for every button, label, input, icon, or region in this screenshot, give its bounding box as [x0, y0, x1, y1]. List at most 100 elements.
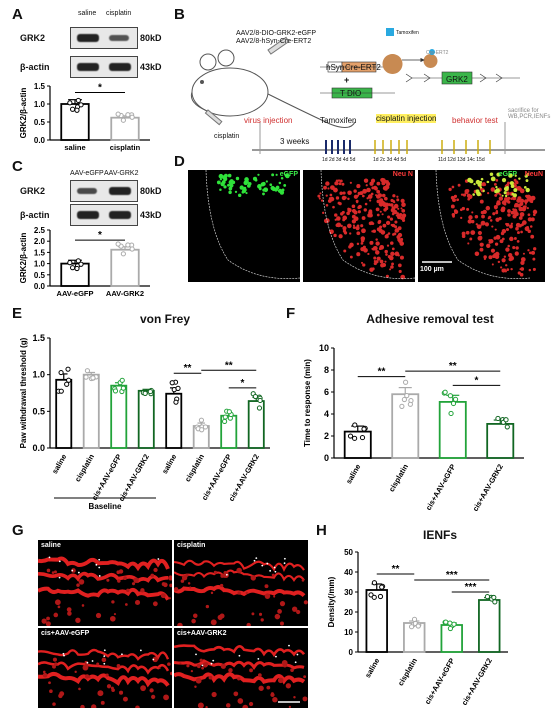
- tissue-spot: [75, 617, 81, 623]
- tamoxifen-label: Tamoxifen: [320, 116, 357, 125]
- cell: [382, 223, 387, 228]
- cell: [342, 191, 346, 195]
- virus-line-1: AAV2/8-DIO-GRK2-eGFP: [236, 30, 317, 37]
- x-tick-label: AAV-GRK2: [106, 289, 144, 298]
- cell: [356, 201, 359, 204]
- cell: [362, 245, 366, 249]
- cell: [451, 185, 455, 189]
- cell: [372, 248, 375, 251]
- significance-label: *: [98, 82, 102, 93]
- image-neun: Neu N: [303, 170, 415, 282]
- schematic-b: [190, 28, 545, 154]
- data-point: [199, 427, 205, 433]
- tissue-spot: [153, 567, 158, 573]
- tissue-spot: [191, 618, 196, 624]
- cell: [501, 194, 504, 197]
- cell: [336, 216, 341, 221]
- cell: [498, 217, 502, 221]
- cell: [471, 211, 474, 214]
- tissue-boundary: [435, 170, 531, 279]
- cell: [519, 188, 525, 194]
- cell: [482, 209, 487, 215]
- y-axis-label: Time to response (min): [303, 359, 312, 447]
- data-point: [129, 114, 135, 120]
- tissue-spot: [248, 701, 254, 707]
- cell: [400, 274, 406, 280]
- cell: [460, 193, 464, 196]
- y-tick-label: 8: [324, 365, 329, 375]
- nerve-arrow: [253, 559, 256, 562]
- data-point: [379, 584, 385, 590]
- tamoxifen-days: 1d 2d 3d 4d 5d: [322, 157, 356, 163]
- cell: [468, 215, 473, 220]
- tissue-spot: [237, 698, 244, 704]
- cell: [227, 183, 230, 187]
- cell: [529, 225, 533, 228]
- cell: [228, 186, 233, 191]
- tissue-spot: [303, 600, 308, 605]
- cell: [376, 256, 381, 261]
- cell: [510, 267, 513, 271]
- cell: [532, 267, 536, 271]
- y-axis-label: GRK2/β-actin: [19, 233, 28, 284]
- cell: [495, 211, 499, 215]
- x-tick-label: saline: [344, 463, 362, 486]
- cell: [368, 221, 373, 226]
- cell: [527, 195, 533, 201]
- cell: [401, 215, 406, 220]
- cell: [390, 241, 394, 245]
- cell: [337, 201, 341, 205]
- cell: [510, 184, 515, 189]
- data-point: [347, 433, 354, 439]
- cell: [524, 174, 528, 178]
- cell: [501, 178, 507, 183]
- tissue-spot: [97, 690, 104, 697]
- x-tick-label: cis+AAV-GRK2: [471, 463, 505, 513]
- cell: [372, 229, 377, 233]
- skin-layer: [38, 648, 170, 661]
- grk2-construct-label: GRK2: [446, 75, 468, 84]
- image-merge: eGFP NeuN 100 µm: [418, 170, 545, 282]
- cell: [510, 222, 514, 225]
- cell: [467, 197, 471, 201]
- data-point: [443, 619, 449, 625]
- tissue-spot: [46, 616, 50, 621]
- data-point: [119, 377, 125, 383]
- cell: [323, 185, 327, 190]
- tissue-spot: [257, 673, 262, 677]
- cell: [489, 219, 493, 222]
- tissue-spot: [201, 666, 205, 670]
- cell: [280, 176, 284, 180]
- data-point: [142, 390, 148, 396]
- data-point: [75, 97, 81, 104]
- cre-small-label: Cre-ERT2: [426, 50, 449, 56]
- tissue-spot: [133, 577, 139, 583]
- tissue-spot: [117, 579, 121, 583]
- data-point: [202, 424, 209, 430]
- tissue-spot: [242, 704, 249, 708]
- panel-label-g: G: [12, 522, 24, 539]
- cell: [514, 174, 517, 177]
- cell: [492, 212, 496, 216]
- cell: [507, 244, 510, 248]
- nerve-arrow: [283, 562, 286, 565]
- cell: [520, 257, 526, 262]
- tissue-spot: [246, 622, 251, 626]
- tissue-spot: [237, 591, 241, 595]
- tissue-spot: [42, 670, 46, 674]
- tissue-spot: [186, 664, 190, 668]
- tissue-spot: [113, 613, 117, 616]
- cell: [281, 188, 285, 192]
- grk2-blot-c: [70, 180, 138, 202]
- tissue-spot: [302, 696, 308, 702]
- cell: [397, 263, 402, 268]
- cell: [391, 247, 395, 251]
- cell: [245, 191, 248, 195]
- behavior-days: 11d 12d 13d 14c 15d: [438, 157, 485, 163]
- tissue-spot: [213, 570, 218, 575]
- cell: [527, 217, 532, 222]
- cell: [513, 237, 517, 240]
- cell: [247, 184, 251, 188]
- chart-f: 0 2 4 6 8 10 Time to response (min) saline cispl…: [303, 343, 524, 513]
- data-point: [198, 417, 205, 423]
